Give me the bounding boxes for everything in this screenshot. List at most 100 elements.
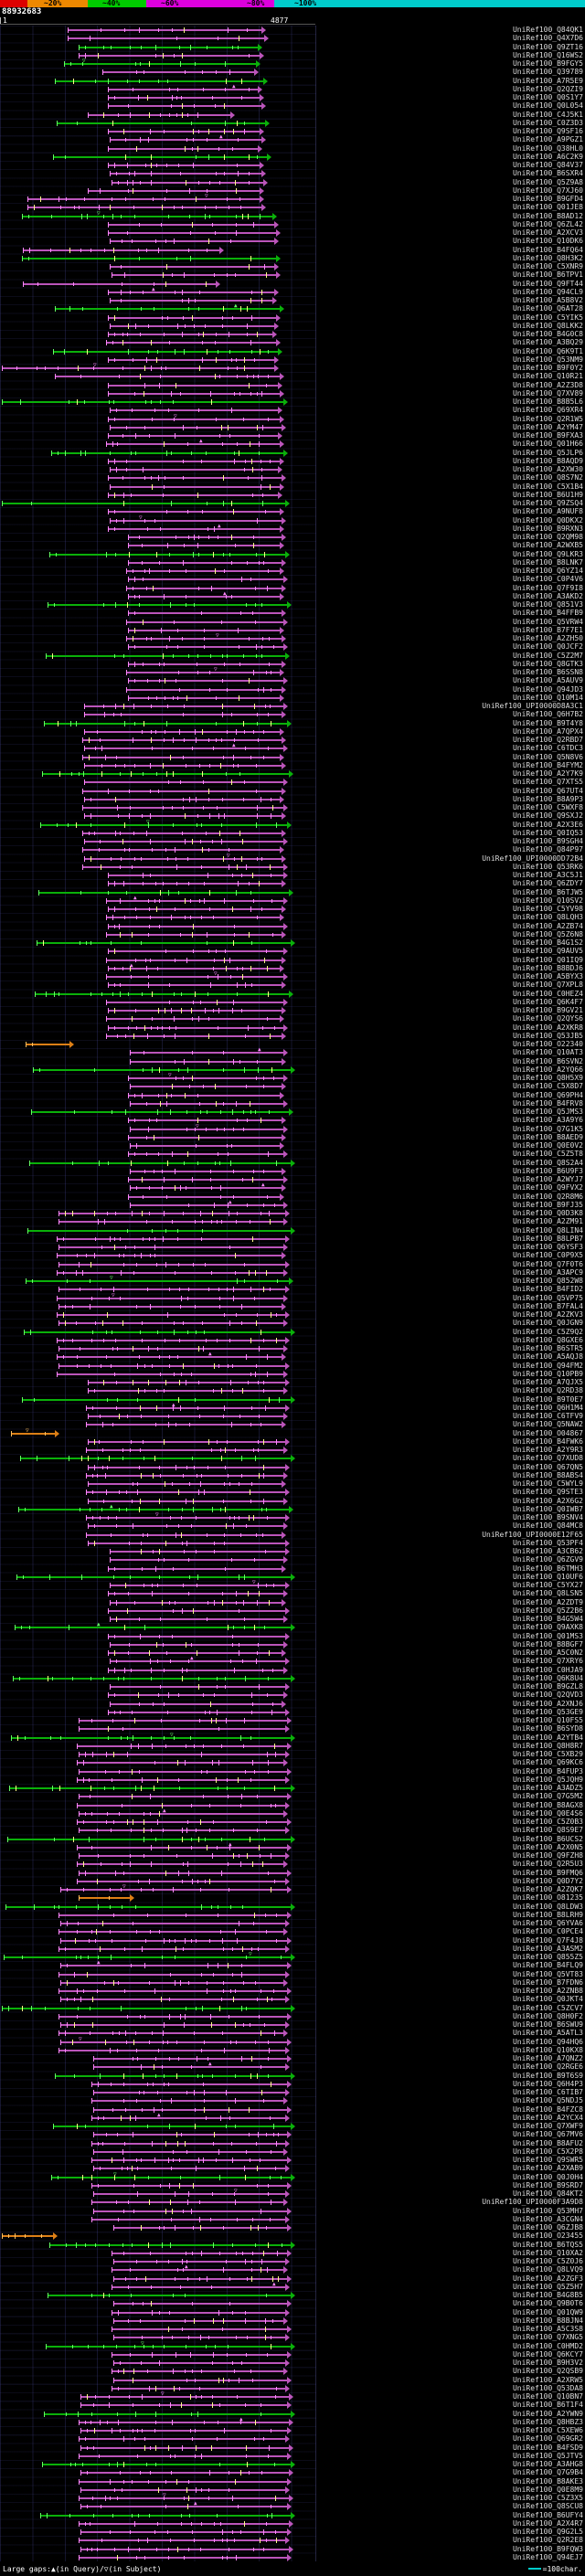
hit-label[interactable]: UniRef100_O81235: [512, 1893, 583, 1903]
hit-label[interactable]: UniRef100_B8BJN4: [512, 2316, 583, 2325]
hit-label[interactable]: UniRef100_Q5Z5H7: [512, 2282, 583, 2291]
hit-label[interactable]: UniRef100_A5BYX3: [512, 972, 583, 981]
hit-label[interactable]: UniRef100_A2ZDT9: [512, 1597, 583, 1606]
hit-label[interactable]: UniRef100_Q2QYS6: [512, 1014, 583, 1023]
hit-row[interactable]: UniRef100_A2XCV3: [0, 228, 585, 237]
hit-label[interactable]: UniRef100_Q6YSF3: [512, 1243, 583, 1251]
hit-row[interactable]: UniRef100_O22340: [0, 1040, 585, 1048]
hit-row[interactable]: UniRef100_Q53NM9: [0, 355, 585, 364]
hit-label[interactable]: UniRef100_Q6K4F7: [512, 997, 583, 1006]
hit-row[interactable]: ▽ UniRef100_Q2R1W5: [0, 413, 585, 423]
hit-row[interactable]: UniRef100_Q53MH7: [0, 2207, 585, 2215]
hit-label[interactable]: UniRef100_Q0S1Y7: [512, 93, 583, 101]
hit-row[interactable]: UniRef100_C0Z3D3: [0, 119, 585, 127]
hit-label[interactable]: UniRef100_Q0JKT4: [512, 1995, 583, 2004]
hit-label[interactable]: UniRef100_B4FUP3: [512, 1766, 583, 1776]
hit-label[interactable]: UniRef100_B8AD12: [512, 211, 583, 220]
hit-label[interactable]: UniRef100_Q53MH7: [512, 2206, 583, 2215]
hit-row[interactable]: ▲ UniRef100_A3AKD2: [0, 590, 585, 600]
hit-row[interactable]: UniRef100_B6U9F3: [0, 1167, 585, 1175]
hit-row[interactable]: UniRef100_A7QJX5: [0, 1378, 585, 1386]
hit-row[interactable]: UniRef100_UPI0000E12F65: [0, 1531, 585, 1539]
hit-row[interactable]: UniRef100_Q9LKR3: [0, 550, 585, 558]
hit-row[interactable]: UniRef100_B9T0E7: [0, 1395, 585, 1404]
hit-row[interactable]: UniRef100_Q6ZDY7: [0, 879, 585, 888]
hit-label[interactable]: UniRef100_C5X1B4: [512, 482, 583, 491]
hit-label[interactable]: UniRef100_B6SSN8: [512, 668, 583, 676]
hit-label[interactable]: UniRef100_Q5JMS3: [512, 1108, 583, 1116]
hit-row[interactable]: ▽ UniRef100_B9F0Y2: [0, 362, 585, 372]
hit-label[interactable]: UniRef100_Q53NM9: [512, 355, 583, 364]
hit-label[interactable]: UniRef100_Q7XPL8: [512, 981, 583, 990]
hit-row[interactable]: UniRef100_C0PCE4: [0, 1927, 585, 1936]
hit-label[interactable]: UniRef100_A2Z3D8: [512, 380, 583, 389]
hit-label[interactable]: UniRef100_Q8LDW3: [512, 1902, 583, 1911]
hit-row[interactable]: UniRef100_B4G5W4: [0, 1615, 585, 1623]
hit-row[interactable]: UniRef100_Q7XV89: [0, 389, 585, 398]
hit-label[interactable]: UniRef100_Q2RD38: [512, 1386, 583, 1395]
hit-label[interactable]: UniRef100_C0HEZ4: [512, 989, 583, 998]
hit-label[interactable]: UniRef100_A5B8V2: [512, 296, 583, 304]
hit-row[interactable]: UniRef100_Q5Z2B6: [0, 1606, 585, 1615]
hit-row[interactable]: UniRef100_Q0L054: [0, 101, 585, 111]
hit-row[interactable]: UniRef100_A3C5J1: [0, 871, 585, 879]
hit-row[interactable]: UniRef100_A2YQ66: [0, 1065, 585, 1074]
hit-label[interactable]: UniRef100_Q5N8V6: [512, 752, 583, 761]
hit-row[interactable]: ▲ UniRef100_Q6H1M4: [0, 1402, 585, 1412]
hit-label[interactable]: UniRef100_Q7G5M2: [512, 1792, 583, 1801]
hit-label[interactable]: UniRef100_Q0IWB7: [512, 1504, 583, 1513]
hit-label[interactable]: UniRef100_B4FFB9: [512, 609, 583, 618]
hit-row[interactable]: UniRef100_B6T1F4: [0, 2401, 585, 2410]
hit-row[interactable]: UniRef100_Q8GXE6: [0, 1336, 585, 1344]
hit-label[interactable]: UniRef100_B9GZL8: [512, 1682, 583, 1691]
hit-label[interactable]: UniRef100_UPI0000E12F65: [482, 1530, 583, 1539]
hit-label[interactable]: UniRef100_B9SNV4: [512, 1513, 583, 1521]
hit-label[interactable]: UniRef100_Q2QVD3: [512, 1691, 583, 1700]
hit-row[interactable]: UniRef100_B6U1H9: [0, 491, 585, 499]
hit-row[interactable]: UniRef100_A2ZM91: [0, 1217, 585, 1226]
hit-label[interactable]: UniRef100_Q67MV6: [512, 2130, 583, 2139]
hit-row[interactable]: UniRef100_C5X8D7: [0, 1082, 585, 1091]
hit-row[interactable]: UniRef100_Q5NAW2: [0, 1420, 585, 1429]
hit-row[interactable]: ▽ UniRef100_Q0DKX2: [0, 514, 585, 525]
hit-row[interactable]: UniRef100_Q38HL0: [0, 144, 585, 153]
hit-label[interactable]: UniRef100_C5Z3X5: [512, 2494, 583, 2502]
hit-label[interactable]: UniRef100_Q10M14: [512, 693, 583, 702]
hit-label[interactable]: UniRef100_B6SXR4: [512, 169, 583, 178]
hit-row[interactable]: UniRef100_Q5JQH9: [0, 1776, 585, 1784]
hit-row[interactable]: UniRef100_B9T4Y8: [0, 719, 585, 727]
hit-label[interactable]: UniRef100_O04867: [512, 1428, 583, 1437]
hit-label[interactable]: UniRef100_Q2QM98: [512, 533, 583, 541]
hit-label[interactable]: UniRef100_A3CGN4: [512, 2214, 583, 2223]
hit-row[interactable]: ▽ UniRef100_O04867: [0, 1427, 585, 1437]
hit-label[interactable]: UniRef100_Q10DK6: [512, 237, 583, 246]
hit-label[interactable]: UniRef100_Q94CL9: [512, 287, 583, 296]
hit-row[interactable]: UniRef100_Q7XWF9: [0, 2122, 585, 2130]
hit-row[interactable]: UniRef100_UPI0000D8A3C1: [0, 702, 585, 710]
hit-label[interactable]: UniRef100_B8AFU2: [512, 2138, 583, 2147]
hit-row[interactable]: UniRef100_B9SRD7: [0, 2181, 585, 2189]
hit-label[interactable]: UniRef100_A2XW30: [512, 465, 583, 473]
hit-row[interactable]: UniRef100_B6SVN2: [0, 1057, 585, 1065]
hit-label[interactable]: UniRef100_Q0IQ53: [512, 828, 583, 837]
hit-row[interactable]: UniRef100_Q7F0T6: [0, 1260, 585, 1268]
hit-row[interactable]: ▲ UniRef100_A9PGZ1: [0, 133, 585, 144]
hit-row[interactable]: UniRef100_Q5VT83: [0, 1970, 585, 1978]
hit-label[interactable]: UniRef100_A7R5E9: [512, 76, 583, 85]
hit-label[interactable]: UniRef100_Q7G1K5: [512, 1124, 583, 1133]
hit-label[interactable]: UniRef100_A2YM47: [512, 422, 583, 431]
hit-row[interactable]: UniRef100_A2ZKV3: [0, 1310, 585, 1319]
hit-row[interactable]: UniRef100_A2WXB5: [0, 541, 585, 550]
hit-label[interactable]: UniRef100_Q2R2E8: [512, 2536, 583, 2545]
hit-row[interactable]: UniRef100_C5Z0B3: [0, 1818, 585, 1826]
hit-row[interactable]: ▲ UniRef100_A2YCX4: [0, 2112, 585, 2122]
hit-label[interactable]: UniRef100_Q6H4P3: [512, 2079, 583, 2088]
hit-label[interactable]: UniRef100_Q7XRY6: [512, 1657, 583, 1666]
hit-row[interactable]: UniRef100_A7R5E9: [0, 77, 585, 85]
hit-label[interactable]: UniRef100_B4G8B5: [512, 2291, 583, 2299]
hit-row[interactable]: UniRef100_B8A9P3: [0, 795, 585, 803]
hit-row[interactable]: UniRef100_Q01MS3: [0, 1632, 585, 1640]
hit-row[interactable]: UniRef100_Q2QYS6: [0, 1014, 585, 1023]
hit-row[interactable]: UniRef100_Q94FM2: [0, 1362, 585, 1370]
hit-row[interactable]: UniRef100_Q5N8V6: [0, 753, 585, 761]
